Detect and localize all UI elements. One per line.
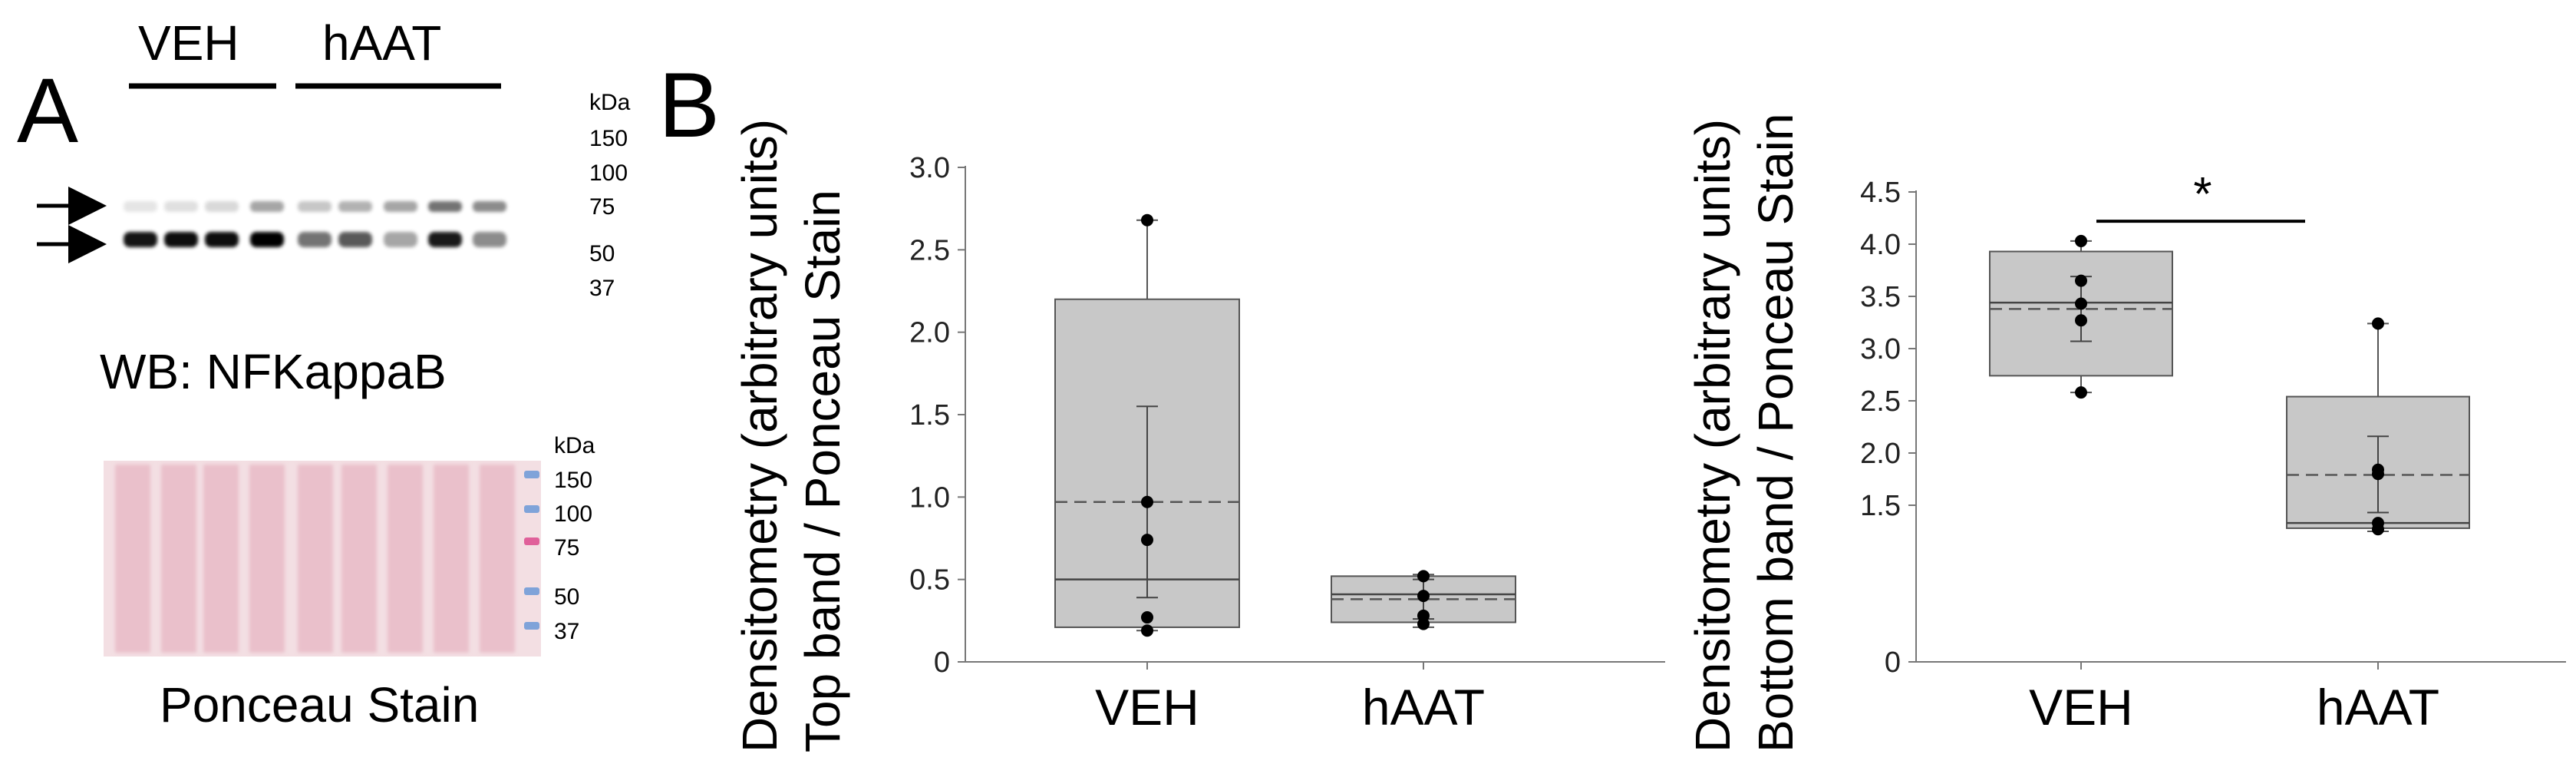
data-point bbox=[2372, 317, 2384, 330]
ponceau-marker-50: 50 bbox=[554, 584, 579, 610]
chart2-ylabel-line2: Bottom band / Ponceau Stain bbox=[1748, 113, 1803, 752]
ponceau-marker-150: 150 bbox=[554, 468, 592, 493]
box-haat bbox=[2286, 317, 2470, 536]
ponceau-lane bbox=[161, 465, 196, 653]
y-tick-label: 2.0 bbox=[1860, 438, 1901, 470]
data-point bbox=[2372, 468, 2384, 481]
data-point bbox=[1141, 534, 1153, 547]
wb-marker-50: 50 bbox=[589, 241, 615, 266]
y-tick-label: 1.5 bbox=[1860, 490, 1901, 522]
ponceau-caption: Ponceau Stain bbox=[160, 677, 479, 733]
wb-kda-header: kDa bbox=[589, 90, 631, 115]
wb-marker-150: 150 bbox=[589, 126, 628, 151]
wb-top-band bbox=[298, 201, 331, 212]
y-tick-label: 4.0 bbox=[1860, 229, 1901, 261]
wb-bottom-band bbox=[384, 232, 417, 247]
wb-top-band bbox=[473, 201, 506, 212]
ponceau-kda-header: kDa bbox=[554, 433, 595, 458]
y-tick-label: 2.0 bbox=[909, 317, 950, 349]
y-tick-label: 1.0 bbox=[909, 481, 950, 514]
data-point bbox=[1141, 495, 1153, 508]
group-label-veh: VEH bbox=[138, 15, 239, 71]
box-haat bbox=[1331, 570, 1516, 630]
ponceau-lane bbox=[434, 465, 469, 653]
y-tick-label: 3.0 bbox=[1860, 333, 1901, 365]
data-point bbox=[1141, 624, 1153, 637]
y-tick-label: 1.5 bbox=[909, 399, 950, 432]
wb-bottom-band bbox=[428, 232, 462, 247]
data-point bbox=[2372, 523, 2384, 536]
data-point bbox=[1141, 213, 1153, 227]
wb-top-band bbox=[428, 201, 462, 212]
data-point bbox=[2075, 234, 2087, 247]
ponceau-lane bbox=[115, 465, 150, 653]
wb-bottom-band bbox=[250, 232, 284, 247]
ponceau-lane bbox=[298, 465, 333, 653]
data-point bbox=[2075, 386, 2087, 399]
chart-top-band: Densitometry (arbitrary units) Top band … bbox=[732, 119, 1665, 752]
wb-bottom-band bbox=[164, 232, 198, 247]
wb-bottom-band bbox=[473, 232, 506, 247]
data-point bbox=[2075, 274, 2087, 287]
x-category-label: hAAT bbox=[2317, 679, 2439, 736]
wb-top-band bbox=[164, 201, 198, 212]
wb-top-band bbox=[338, 201, 372, 212]
data-point bbox=[2075, 297, 2087, 310]
ponceau-ladder-band bbox=[524, 537, 539, 545]
y-tick-label: 2.5 bbox=[909, 234, 950, 266]
y-tick-label: 0 bbox=[934, 647, 950, 679]
wb-bottom-band bbox=[338, 232, 372, 247]
x-category-label: VEH bbox=[1095, 679, 1199, 736]
data-point bbox=[1417, 617, 1430, 630]
y-tick-label: 3.0 bbox=[909, 152, 950, 184]
chart1-ylabel-line1: Densitometry (arbitrary units) bbox=[732, 119, 787, 752]
western-blot bbox=[115, 107, 514, 284]
ponceau-lane bbox=[341, 465, 377, 653]
chart1-ylabel-line2: Top band / Ponceau Stain bbox=[795, 190, 850, 752]
wb-marker-100: 100 bbox=[589, 160, 628, 186]
ponceau-lane bbox=[480, 465, 515, 653]
ponceau-lane bbox=[203, 465, 239, 653]
ponceau-ladder-band bbox=[524, 471, 539, 478]
wb-caption: WB: NFKappaB bbox=[100, 344, 447, 399]
y-tick-label: 4.5 bbox=[1860, 177, 1901, 209]
box-veh bbox=[1054, 213, 1240, 637]
wb-top-band bbox=[124, 201, 157, 212]
group-label-haat: hAAT bbox=[322, 15, 441, 71]
ponceau-ladder-band bbox=[524, 622, 539, 630]
data-point bbox=[1417, 570, 1430, 583]
x-category-label: hAAT bbox=[1362, 679, 1485, 736]
ponceau-marker-37: 37 bbox=[554, 619, 579, 644]
panel-b-letter: B bbox=[658, 54, 720, 157]
x-category-label: VEH bbox=[2029, 679, 2133, 736]
wb-top-band bbox=[205, 201, 239, 212]
wb-bottom-band bbox=[298, 232, 331, 247]
wb-top-band bbox=[384, 201, 417, 212]
y-tick-label: 0 bbox=[1885, 647, 1901, 679]
ponceau-ladder-band bbox=[524, 587, 539, 595]
chart-bottom-band: Densitometry (arbitrary units) Bottom ba… bbox=[1685, 113, 2566, 752]
y-tick-label: 0.5 bbox=[909, 564, 950, 597]
data-point bbox=[1417, 590, 1430, 603]
ponceau-marker-75: 75 bbox=[554, 535, 579, 561]
panel-a-letter: A bbox=[17, 59, 78, 162]
box-veh bbox=[1989, 234, 2173, 399]
chart2-ylabel-line1: Densitometry (arbitrary units) bbox=[1685, 119, 1740, 752]
wb-bottom-band bbox=[205, 232, 239, 247]
ponceau-lane bbox=[388, 465, 423, 653]
ponceau-marker-100: 100 bbox=[554, 501, 592, 527]
wb-bottom-band bbox=[124, 232, 157, 247]
y-tick-label: 2.5 bbox=[1860, 385, 1901, 418]
y-tick-label: 3.5 bbox=[1860, 281, 1901, 313]
wb-marker-37: 37 bbox=[589, 276, 615, 301]
ponceau-ladder-band bbox=[524, 505, 539, 513]
data-point bbox=[2075, 314, 2087, 327]
significance-asterisk: * bbox=[2193, 168, 2212, 221]
wb-marker-75: 75 bbox=[589, 194, 615, 220]
ponceau-lane bbox=[249, 465, 285, 653]
wb-top-band bbox=[250, 201, 284, 212]
ponceau-membrane bbox=[104, 461, 541, 657]
data-point bbox=[1141, 611, 1153, 624]
